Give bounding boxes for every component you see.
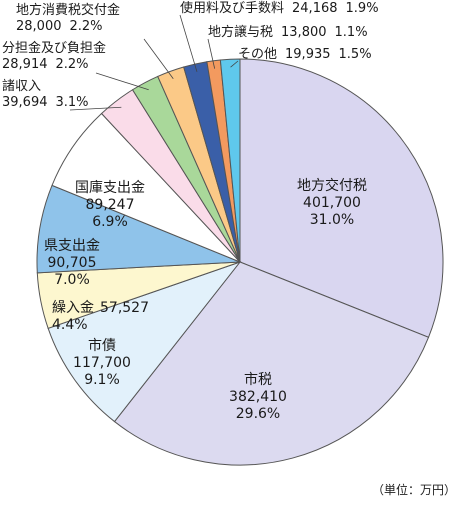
leader-line-7	[95, 72, 149, 91]
slice-label-percent-6: 3.1%	[56, 95, 89, 110]
slice-label-value-5: 89,247	[86, 197, 135, 213]
slice-label-percent-4: 7.0%	[54, 272, 90, 288]
pie-slices	[36, 58, 444, 466]
leader-line-9	[179, 14, 198, 72]
slice-label-value-8: 28,000	[16, 19, 62, 34]
slice-label-10: 地方譲与税 13,800 1.1%	[208, 24, 368, 40]
slice-label-3: 繰入金 57,527	[52, 300, 149, 316]
leader-line-8	[143, 38, 174, 80]
slice-label-value-11: 19,935	[285, 47, 331, 62]
slice-label-9: 使用料及び手数料 24,168 1.9%	[180, 0, 379, 16]
pie-slice-2	[47, 260, 242, 423]
pie-slice-11	[219, 58, 241, 263]
slice-label-value-10: 13,800	[281, 25, 327, 40]
slice-label-valrow-7: 28,914 2.2%	[2, 57, 89, 72]
slice-label-value-2: 117,700	[73, 355, 131, 371]
leader-line-10	[207, 38, 216, 69]
slice-label-valrow-8: 28,000 2.2%	[16, 19, 103, 34]
slice-label-percent-2: 9.1%	[84, 372, 120, 388]
slice-label-name-3: 繰入金	[52, 300, 94, 316]
slice-label-percent-10: 1.1%	[335, 25, 368, 40]
slice-label-name-6: 諸収入	[2, 78, 41, 94]
slice-label-value-6: 39,694	[2, 95, 48, 110]
slice-label-percent-0: 31.0%	[310, 212, 354, 228]
slice-label-value-7: 28,914	[2, 57, 48, 72]
slice-label-name-8: 地方消費税交付金	[16, 2, 120, 18]
slice-label-name-11: その他	[238, 47, 277, 62]
leader-lines	[69, 14, 239, 111]
slice-label-value-3: 57,527	[100, 300, 149, 316]
slice-label-percent-1: 29.6%	[236, 406, 280, 422]
slice-label-percent-7: 2.2%	[56, 57, 89, 72]
slice-label-value-1: 382,410	[229, 389, 287, 405]
slice-label-percent-9: 1.9%	[346, 1, 379, 16]
slice-label-value-4: 90,705	[48, 255, 97, 271]
slice-label-name-4: 県支出金	[44, 238, 100, 254]
pie-slice-0	[239, 58, 444, 338]
unit-note: （単位：万円）	[372, 482, 456, 497]
leader-line-11	[230, 60, 239, 68]
slice-label-name-7: 分担金及び負担金	[2, 40, 106, 56]
slice-label-name-5: 国庫支出金	[75, 179, 145, 196]
slice-label-value-0: 401,700	[303, 195, 361, 211]
slice-label-name-0: 地方交付税	[297, 177, 367, 194]
pie-slice-1	[113, 261, 430, 466]
slice-label-percent-5: 6.9%	[92, 214, 128, 230]
slice-label-value-9: 24,168	[292, 1, 338, 16]
slice-label-name-10: 地方譲与税	[208, 24, 273, 40]
slice-label-valrow-6: 39,694 3.1%	[2, 95, 89, 110]
slice-label-percent-8: 2.2%	[70, 19, 103, 34]
slice-label-name-9: 使用料及び手数料	[180, 0, 284, 16]
leader-line-6	[69, 106, 122, 111]
slice-label-name-2: 市債	[88, 337, 116, 354]
slice-label-percent-11: 1.5%	[339, 47, 372, 62]
slice-label-11: その他 19,935 1.5%	[238, 47, 372, 62]
slice-label-name-1: 市税	[244, 371, 272, 388]
slice-label-percent-3: 4.4%	[52, 317, 88, 333]
